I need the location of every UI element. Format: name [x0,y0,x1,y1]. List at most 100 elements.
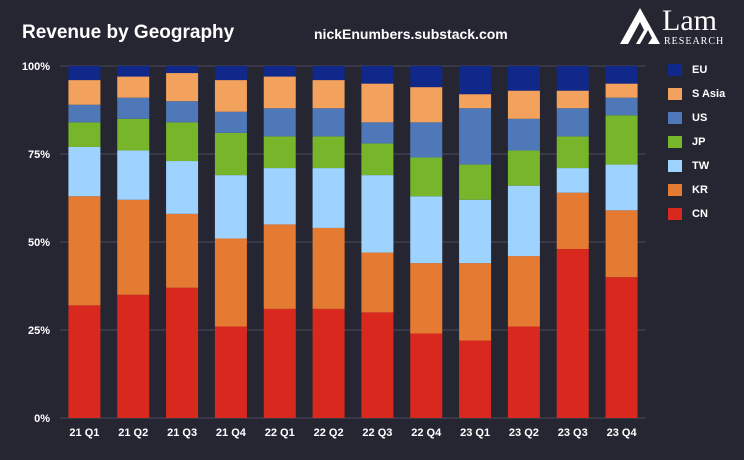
bar-segment-cn [410,333,443,418]
x-tick-label: 21 Q3 [167,427,197,439]
bar-segment-eu [459,66,492,95]
bar-segment-jp [263,136,296,169]
bar-segment-eu [214,66,247,81]
x-tick-label: 22 Q1 [265,427,295,439]
bar-segment-us [166,101,199,123]
bar-segment-jp [68,122,101,147]
bar-segment-cn [312,308,345,418]
y-tick-label: 0% [34,413,50,425]
legend-swatch [668,160,682,172]
chart-title: Revenue by Geography [22,22,235,43]
bar-segment-cn [507,326,540,418]
bar-segment-cn [263,308,296,418]
x-tick-label: 23 Q2 [509,427,539,439]
bar-segment-jp [556,136,589,169]
x-tick-label: 23 Q1 [460,427,490,439]
legend-label: US [692,112,708,124]
legend-item: CN [668,202,725,226]
bar-segment-jp [312,136,345,169]
bar-segment-cn [556,249,589,418]
bar-segment-kr [68,196,101,306]
bar-segment-s-asia [410,87,443,123]
bar-segment-s-asia [312,80,345,109]
y-tick-label: 100% [22,61,50,73]
bar-segment-kr [459,263,492,341]
bar-segment-s-asia [459,94,492,109]
x-tick-label: 22 Q2 [314,427,344,439]
bar-segment-s-asia [117,76,150,98]
bar-segment-kr [214,238,247,327]
bar-segment-us [605,97,638,116]
x-tick-label: 21 Q1 [69,427,99,439]
bar-segment-tw [117,150,150,200]
bar-segment-us [556,108,589,137]
legend-item: EU [668,58,725,82]
bar-segment-eu [68,66,101,81]
y-tick-label: 75% [28,149,50,161]
bar-segment-tw [459,199,492,264]
legend-swatch [668,112,682,124]
bar-segment-kr [410,263,443,334]
legend-label: JP [692,136,706,148]
bar-segment-kr [605,210,638,278]
bar-segment-eu [410,66,443,88]
x-tick-label: 22 Q4 [411,427,442,439]
bar-segment-jp [410,157,443,197]
legend-swatch [668,64,682,76]
bar-segment-us [410,122,443,158]
gridlines [60,65,646,419]
bar-segment-eu [117,66,150,77]
legend: EU S Asia US JP TW KR CN [668,58,725,226]
legend-item: KR [668,178,725,202]
x-tick-label: 23 Q4 [607,427,638,439]
y-axis-labels: 0% 25% 50% 75% 100% [22,61,50,425]
x-tick-label: 22 Q3 [362,427,392,439]
legend-swatch [668,136,682,148]
bar-segment-eu [605,66,638,84]
bar-segment-kr [166,213,199,288]
source-label: nickEnumbers.substack.com [314,26,508,42]
bar-segment-s-asia [556,90,589,109]
bar-segment-tw [166,161,199,214]
bar-segment-kr [507,256,540,327]
bar-segment-s-asia [263,76,296,109]
bar-segment-us [361,122,394,144]
x-tick-label: 23 Q3 [558,427,588,439]
bar-segment-s-asia [166,73,199,102]
y-tick-label: 25% [28,325,50,337]
bar-segment-us [68,104,101,123]
bar-segment-kr [263,224,296,309]
bar-segment-eu [166,66,199,74]
bar-segment-us [507,118,540,151]
bar-segment-tw [263,168,296,225]
lam-research-logo: Lam RESEARCH [618,4,736,52]
bar-segment-jp [507,150,540,186]
bar-segment-cn [459,340,492,418]
lam-logo-icon [620,8,660,44]
bar-segment-tw [605,164,638,211]
legend-swatch [668,208,682,220]
legend-label: TW [692,160,710,172]
legend-item: US [668,106,725,130]
bar-segment-us [117,97,150,119]
legend-swatch [668,184,682,196]
legend-label: EU [692,64,708,76]
legend-label: KR [692,184,708,196]
bar-segment-cn [214,326,247,418]
bar-segment-jp [361,143,394,176]
legend-label: CN [692,208,708,220]
bar-segment-s-asia [361,83,394,123]
bar-segment-jp [214,132,247,176]
bar-segment-tw [68,146,101,197]
bar-segment-cn [68,305,101,418]
x-axis-labels: 21 Q1 21 Q2 21 Q3 21 Q4 22 Q1 22 Q2 22 Q3 22 Q4… [69,427,637,439]
bar-segment-tw [214,175,247,239]
bar-segment-us [459,108,492,165]
bar-segment-us [214,111,247,133]
bar-segment-jp [605,115,638,165]
x-tick-label: 21 Q4 [216,427,247,439]
bar-segment-kr [312,227,345,309]
bar-segment-tw [312,168,345,228]
y-tick-label: 50% [28,237,50,249]
